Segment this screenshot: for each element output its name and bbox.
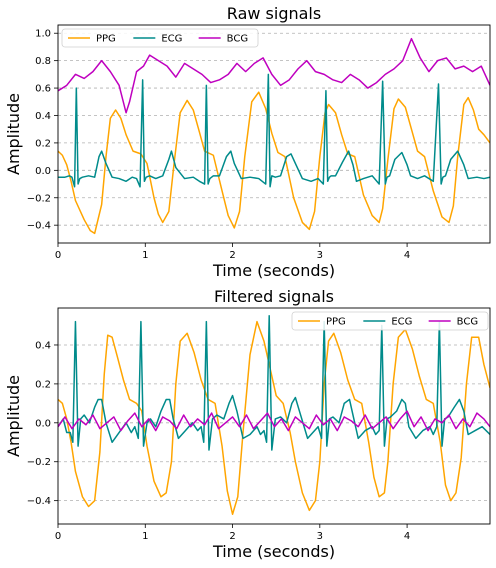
y-tick-label: −0.4 xyxy=(27,221,51,232)
y-tick-label: −0.2 xyxy=(27,193,51,204)
y-axis-label: Amplitude xyxy=(4,375,23,457)
y-axis-label: Amplitude xyxy=(4,93,23,175)
x-axis-label: Time (seconds) xyxy=(212,542,335,561)
x-tick-label: 0 xyxy=(55,250,61,261)
legend-label: BCG xyxy=(227,34,248,45)
series-line-ppg xyxy=(58,91,490,235)
y-tick-label: 0.6 xyxy=(35,84,51,95)
raw-signals-panel: −0.4 −0.2 0.0 0.2 0.4 0.6 0.8 1.0 0 1 2 3 4 Raw signa… xyxy=(4,4,491,280)
chart-title: Raw signals xyxy=(227,4,321,23)
legend-box xyxy=(291,311,489,331)
x-axis-label: Time (seconds) xyxy=(212,261,335,280)
legend-box xyxy=(61,28,259,48)
y-tick-label: −0.2 xyxy=(27,457,51,468)
legend-label: ECG xyxy=(391,317,412,328)
legend: PPG ECG BCG xyxy=(61,28,259,48)
series-line-bcg xyxy=(58,410,490,432)
x-tick-label: 2 xyxy=(229,250,235,261)
y-tick-label: −0.4 xyxy=(27,496,51,507)
x-tick-label: 3 xyxy=(317,531,323,542)
series-line-ecg xyxy=(58,73,490,188)
y-tick-label: 0.0 xyxy=(35,166,51,177)
x-tick-label: 4 xyxy=(404,531,410,542)
legend-label: PPG xyxy=(326,317,346,328)
x-tick-label: 0 xyxy=(55,531,61,542)
plot-area xyxy=(57,24,491,244)
legend: PPG ECG BCG xyxy=(291,311,489,331)
x-tick-label: 1 xyxy=(142,250,148,261)
x-tick-label: 4 xyxy=(404,250,410,261)
legend-label: PPG xyxy=(96,34,116,45)
series-line-ppg xyxy=(58,320,490,516)
filtered-signals-panel: −0.4 −0.2 0.0 0.2 0.4 0 1 2 3 4 Filtered signals Ti… xyxy=(4,287,491,561)
y-tick-label: 0.2 xyxy=(35,379,51,390)
legend-label: ECG xyxy=(161,34,182,45)
y-tick-label: 1.0 xyxy=(35,29,51,40)
y-tick-label: 0.4 xyxy=(35,111,51,122)
plot-area xyxy=(57,307,491,525)
legend-label: BCG xyxy=(457,317,478,328)
x-tick-label: 3 xyxy=(317,250,323,261)
y-tick-label: 0.0 xyxy=(35,418,51,429)
series-line-bcg xyxy=(58,37,490,114)
y-tick-label: 0.8 xyxy=(35,56,51,67)
y-tick-label: 0.2 xyxy=(35,138,51,149)
series-line-ecg xyxy=(58,315,490,451)
x-tick-label: 2 xyxy=(229,531,235,542)
chart-title: Filtered signals xyxy=(214,287,334,306)
x-tick-label: 1 xyxy=(142,531,148,542)
y-tick-label: 0.4 xyxy=(35,340,51,351)
